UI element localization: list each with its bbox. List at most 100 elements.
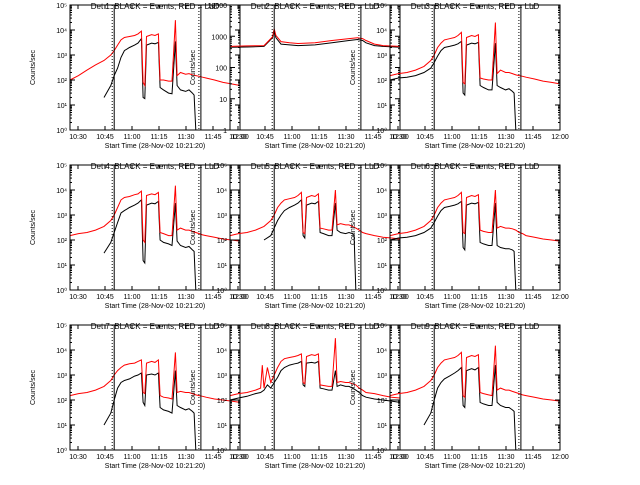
y-tick-label: 10⁵ (376, 163, 387, 170)
y-tick-label: 10³ (57, 373, 68, 380)
y-tick-label: 10¹ (377, 423, 388, 430)
y-tick-label: 10⁴ (216, 348, 227, 355)
x-tick-label: 10:30 (69, 294, 87, 301)
plot-frame (389, 164, 561, 291)
chart-title: Det 4: BLACK = Events, RED = LLD (91, 162, 220, 171)
y-tick-label: 10⁰ (376, 287, 387, 295)
plot-frame (389, 324, 561, 451)
x-tick-label: 10:45 (256, 294, 274, 301)
y-tick-label: 10⁰ (56, 447, 67, 455)
y-tick-label: 10⁵ (376, 3, 387, 10)
x-tick-label: 10:45 (96, 134, 114, 141)
y-tick-label: 10³ (377, 373, 388, 380)
lld-series-line (389, 189, 561, 242)
x-tick-label: 10:30 (229, 454, 247, 461)
x-tick-label: 11:15 (471, 454, 488, 461)
x-tick-label: 10:30 (229, 134, 247, 141)
x-tick-label: 12:00 (231, 454, 249, 461)
detector-chart-4: 10⁰ 10¹ 10² 10³ 10⁴ 10⁵ 10:30 10:45 11:00 11:15 11… (30, 162, 249, 310)
x-tick-label: 11:30 (178, 134, 195, 141)
y-tick-label: 10⁵ (56, 323, 67, 330)
x-tick-label: 11:45 (525, 134, 542, 141)
events-series-line (263, 198, 361, 291)
x-axis-label: Start Time (28-Nov-02 10:21:20) (425, 463, 525, 470)
x-tick-label: 10:30 (69, 454, 87, 461)
x-tick-label: 11:00 (124, 134, 141, 141)
x-axis-label: Start Time (28-Nov-02 10:21:20) (265, 303, 365, 310)
y-tick-label: 10¹ (217, 263, 228, 270)
x-tick-label: 11:30 (498, 454, 515, 461)
events-series-line (229, 360, 401, 403)
x-tick-label: 11:45 (205, 454, 222, 461)
x-tick-label: 11:30 (338, 134, 355, 141)
x-axis-label: Start Time (28-Nov-02 10:21:20) (265, 463, 365, 470)
y-tick-label: 10¹ (57, 423, 68, 430)
chart-title: Det 6: BLACK = Events, RED = LLD (411, 162, 540, 171)
y-axis-label: Counts/sec (30, 209, 37, 245)
y-axis-label: Counts/sec (350, 209, 357, 245)
x-tick-label: 11:00 (444, 134, 461, 141)
x-tick-label: 10:30 (389, 134, 407, 141)
plot-frame (389, 4, 561, 131)
chart-title: Det 2: BLACK = Events, RED = LLD (251, 2, 380, 11)
x-tick-label: 11:45 (365, 134, 382, 141)
y-axis-label: Counts/sec (30, 49, 37, 85)
x-tick-label: 11:15 (151, 134, 168, 141)
x-tick-label: 11:15 (311, 294, 328, 301)
x-tick-label: 12:00 (231, 294, 249, 301)
x-axis-label: Start Time (28-Nov-02 10:21:20) (105, 143, 205, 150)
y-tick-label: 10² (377, 398, 388, 405)
x-tick-label: 10:45 (416, 454, 434, 461)
x-tick-label: 11:15 (151, 294, 168, 301)
y-tick-label: 10¹ (57, 263, 68, 270)
x-tick-label: 12:00 (391, 454, 409, 461)
y-tick-label: 10³ (217, 213, 228, 220)
y-tick-label: 10² (57, 238, 68, 245)
y-axis-label: Counts/sec (350, 369, 357, 405)
y-tick-label: 10⁴ (216, 188, 227, 195)
x-tick-label: 11:15 (471, 134, 488, 141)
detector-chart-6: 10⁰ 10¹ 10² 10³ 10⁴ 10⁵ 10:30 10:45 11:00 11:15 11… (350, 162, 569, 310)
x-tick-label: 11:15 (311, 134, 328, 141)
lld-series-line (69, 185, 241, 244)
y-tick-label: 100 (215, 66, 227, 73)
x-tick-label: 11:00 (284, 134, 301, 141)
x-axis-label: Start Time (28-Nov-02 10:21:20) (425, 143, 525, 150)
x-tick-label: 11:45 (525, 294, 542, 301)
chart-title: Det 9: BLACK = Events, RED = LLD (411, 322, 540, 331)
x-axis-label: Start Time (28-Nov-02 10:21:20) (105, 463, 205, 470)
plot-frame (229, 164, 401, 291)
y-tick-label: 10³ (57, 53, 68, 60)
y-tick-label: 10⁰ (376, 127, 387, 135)
x-tick-label: 11:30 (498, 134, 515, 141)
y-tick-label: 10³ (377, 53, 388, 60)
y-tick-label: 10⁴ (376, 348, 387, 355)
chart-title: Det 8: BLACK = Events, RED = LLD (251, 322, 380, 331)
y-tick-label: 10⁰ (216, 447, 227, 455)
x-axis-label: Start Time (28-Nov-02 10:21:20) (265, 143, 365, 150)
detector-chart-2: 1 10 100 1000 10000 10:30 10:45 11:00 11:15 11:30… (190, 2, 409, 150)
x-tick-label: 11:45 (365, 454, 382, 461)
y-tick-label: 10⁴ (376, 188, 387, 195)
chart-title: Det 5: BLACK = Events, RED = LLD (251, 162, 380, 171)
y-tick-label: 10⁴ (56, 348, 67, 355)
plot-frame (69, 4, 241, 131)
x-axis-label: Start Time (28-Nov-02 10:21:20) (105, 303, 205, 310)
y-tick-label: 10 (219, 97, 227, 104)
detector-chart-5: 10⁰ 10¹ 10² 10³ 10⁴ 10⁵ 10:30 10:45 11:00 11:15 11… (190, 162, 409, 310)
y-axis-label: Counts/sec (190, 49, 197, 85)
events-series-line (103, 198, 201, 291)
y-axis-label: Counts/sec (190, 209, 197, 245)
x-tick-label: 10:30 (389, 454, 407, 461)
y-tick-label: 10² (377, 238, 388, 245)
y-tick-label: 10² (217, 238, 228, 245)
x-tick-label: 12:00 (391, 294, 409, 301)
x-tick-label: 12:00 (551, 454, 569, 461)
detector-chart-9: 10⁰ 10¹ 10² 10³ 10⁴ 10⁵ 10:30 10:45 11:00 11:15 11… (350, 322, 569, 470)
y-tick-label: 10³ (217, 373, 228, 380)
lld-series-line (69, 20, 241, 88)
y-tick-label: 10000 (208, 3, 228, 10)
